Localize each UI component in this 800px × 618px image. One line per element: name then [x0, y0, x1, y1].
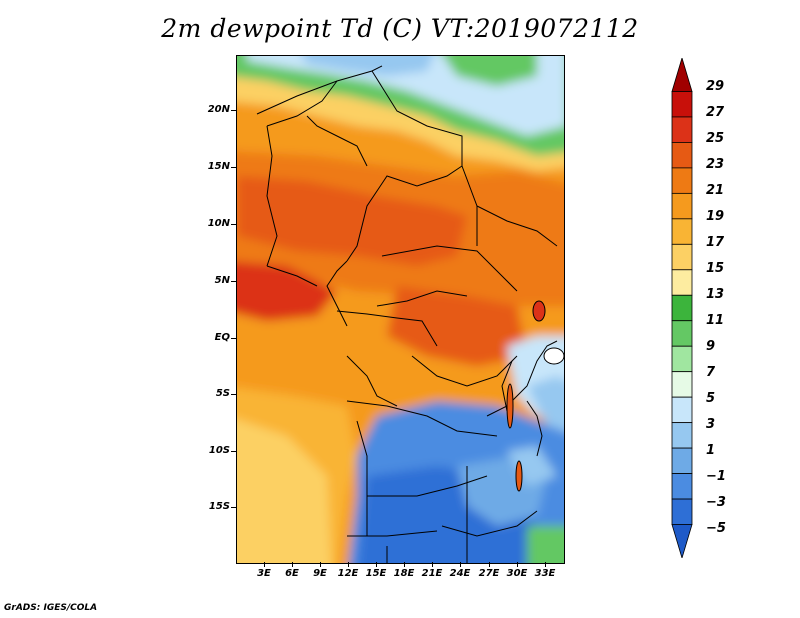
map-plot-area [236, 55, 565, 564]
colorbar-label: 27 [706, 105, 725, 120]
colorbar-label: 21 [706, 183, 725, 198]
dewpoint-field-map [237, 56, 564, 563]
y-tick-mark [231, 338, 236, 339]
colorbar-label: 19 [706, 209, 725, 224]
colorbar-label: 5 [706, 391, 716, 406]
colorbar-segment [671, 269, 693, 296]
colorbar-label: −1 [706, 469, 726, 484]
x-tick-label: 18E [393, 568, 415, 579]
colorbar-label: 3 [706, 417, 716, 432]
colorbar-segment [671, 345, 693, 373]
colorbar-segment [671, 192, 693, 220]
x-tick-label: 15E [365, 568, 387, 579]
y-tick-label: 20N [207, 104, 230, 115]
colorbar [671, 58, 693, 558]
x-tick-label: 24E [449, 568, 471, 579]
y-tick-mark [231, 167, 236, 168]
x-tick-label: 6E [285, 568, 299, 579]
colorbar-label: 15 [706, 261, 725, 276]
colorbar-segment [671, 371, 693, 398]
colorbar-label: 13 [706, 287, 725, 302]
x-tick-label: 21E [421, 568, 443, 579]
country-borders [256, 65, 558, 563]
x-tick-mark [489, 562, 490, 567]
lakes [506, 300, 564, 492]
y-tick-mark [231, 507, 236, 508]
y-tick-mark [231, 110, 236, 111]
chart-title: 2m dewpoint Td (C) VT:2019072112 [161, 14, 639, 43]
x-tick-mark [376, 562, 377, 567]
x-tick-mark [348, 562, 349, 567]
colorbar-label: 17 [706, 235, 725, 250]
x-tick-mark [545, 562, 546, 567]
y-tick-label: 10S [208, 445, 230, 456]
colorbar-label: −3 [706, 495, 726, 510]
colorbar-segment [671, 243, 693, 271]
colorbar-top-arrow [671, 58, 693, 92]
colorbar-segment [671, 167, 693, 194]
x-tick-label: 12E [337, 568, 359, 579]
colorbar-label: 29 [706, 79, 725, 94]
colorbar-label: 9 [706, 339, 716, 354]
x-tick-mark [292, 562, 293, 567]
colorbar-label: 11 [706, 313, 725, 328]
y-tick-label: 10N [207, 218, 230, 229]
y-tick-mark [231, 224, 236, 225]
y-tick-label: 5S [215, 388, 230, 399]
colorbar-segment [671, 498, 693, 525]
x-tick-label: 27E [478, 568, 500, 579]
colorbar-segment [671, 142, 693, 169]
x-tick-mark [432, 562, 433, 567]
y-tick-label: 15N [207, 161, 230, 172]
x-tick-mark [320, 562, 321, 567]
colorbar-segment [671, 473, 693, 500]
x-tick-label: 3E [257, 568, 271, 579]
grads-credit: GrADS: IGES/COLA [4, 603, 98, 613]
x-tick-mark [517, 562, 518, 567]
y-tick-mark [231, 281, 236, 282]
colorbar-bottom-arrow [671, 524, 693, 558]
colorbar-segment [671, 91, 693, 118]
x-tick-label: 9E [313, 568, 327, 579]
colorbar-segment [671, 294, 693, 322]
x-tick-mark [264, 562, 265, 567]
y-tick-label: 15S [208, 501, 230, 512]
colorbar-segment [671, 447, 693, 474]
colorbar-label: −5 [706, 521, 726, 536]
colorbar-label: 1 [706, 443, 716, 458]
colorbar-segment [671, 396, 693, 424]
colorbar-segment [671, 218, 693, 245]
colorbar-segment [671, 116, 693, 143]
y-tick-mark [231, 394, 236, 395]
y-tick-label: 5N [214, 275, 230, 286]
x-tick-label: 30E [506, 568, 528, 579]
y-tick-label: EQ [214, 332, 230, 343]
x-tick-mark [460, 562, 461, 567]
colorbar-label: 25 [706, 131, 725, 146]
y-tick-mark [231, 451, 236, 452]
colorbar-segment [671, 320, 693, 347]
colorbar-label: 23 [706, 157, 725, 172]
x-tick-label: 33E [534, 568, 556, 579]
colorbar-label: 7 [706, 365, 716, 380]
x-tick-mark [404, 562, 405, 567]
colorbar-segment [671, 422, 693, 449]
